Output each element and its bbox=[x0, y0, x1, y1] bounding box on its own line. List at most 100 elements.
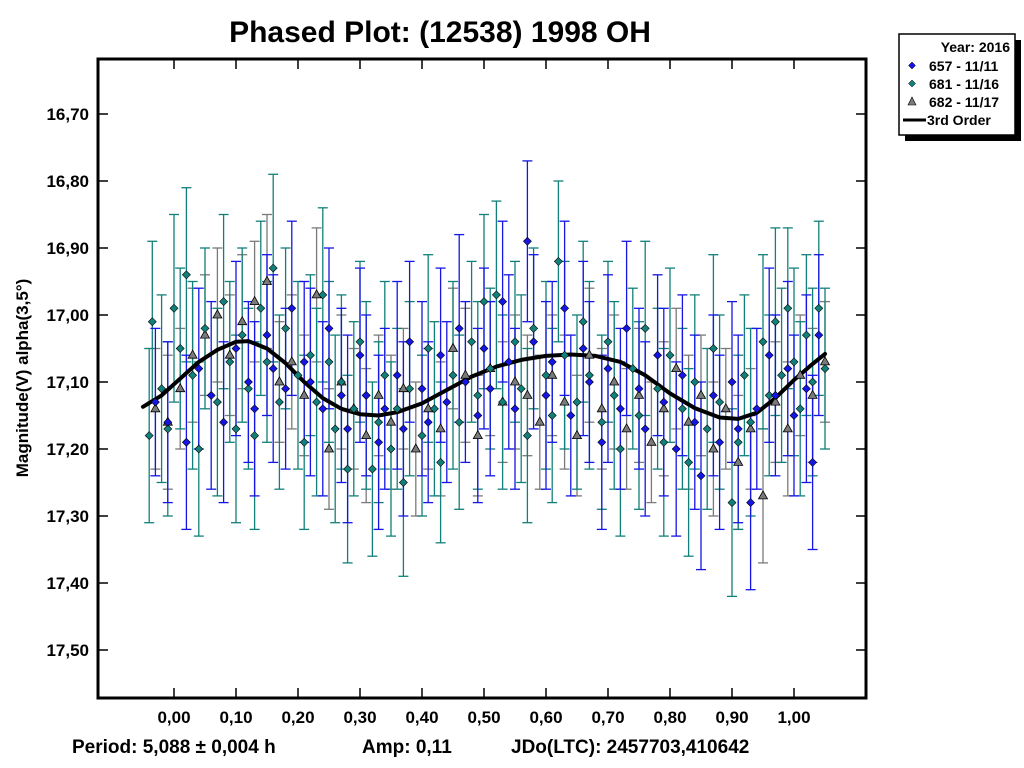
data-point-diamond bbox=[343, 464, 353, 474]
data-point-diamond bbox=[615, 404, 625, 414]
data-point-diamond bbox=[597, 417, 607, 427]
x-tick-label: 0,00 bbox=[157, 708, 190, 727]
x-tick-label: 1,00 bbox=[777, 708, 810, 727]
data-point-diamond bbox=[169, 303, 179, 313]
data-point-diamond bbox=[479, 344, 489, 353]
data-point-triangle bbox=[423, 402, 434, 413]
data-point-diamond bbox=[268, 263, 278, 273]
data-point-triangle bbox=[584, 349, 595, 359]
data-point-diamond bbox=[789, 357, 799, 367]
data-point-diamond bbox=[529, 337, 539, 347]
data-point-diamond bbox=[243, 377, 253, 387]
legend-entries: 657 - 11/11 681 - 11/16 682 - 11/17 3rd Ord… bbox=[903, 58, 999, 128]
data-point-diamond bbox=[293, 370, 303, 380]
data-point-triangle bbox=[708, 443, 719, 453]
legend-marker-diamond bbox=[908, 79, 916, 88]
data-point-triangle bbox=[373, 389, 384, 399]
data-point-diamond bbox=[783, 303, 793, 313]
data-point-diamond bbox=[144, 431, 154, 441]
data-point-diamond bbox=[219, 297, 229, 307]
data-point-diamond bbox=[752, 404, 762, 414]
fit-curve-layer bbox=[141, 339, 827, 421]
x-tick-label: 0,50 bbox=[467, 708, 500, 727]
data-point-diamond bbox=[405, 337, 415, 347]
data-point-triangle bbox=[361, 429, 372, 440]
y-tick-label: 16,90 bbox=[46, 239, 89, 258]
data-point-triangle bbox=[770, 396, 781, 406]
data-point-diamond bbox=[423, 417, 433, 427]
data-point-triangle bbox=[547, 369, 558, 379]
y-tick-label: 17,00 bbox=[46, 306, 89, 325]
y-tick-label: 16,80 bbox=[46, 172, 89, 191]
data-point-diamond bbox=[181, 270, 191, 280]
data-point-diamond bbox=[305, 350, 315, 360]
data-point-diamond bbox=[566, 411, 576, 420]
data-point-triangle bbox=[447, 342, 459, 352]
data-point-diamond bbox=[783, 364, 793, 374]
y-tick-label: 17,30 bbox=[46, 507, 89, 526]
data-point-diamond bbox=[677, 404, 687, 414]
legend-marker-diamond bbox=[908, 61, 916, 70]
data-point-diamond bbox=[436, 350, 446, 360]
data-point-diamond bbox=[615, 444, 625, 454]
data-point-diamond bbox=[764, 350, 774, 360]
data-point-diamond bbox=[516, 384, 526, 394]
data-point-diamond bbox=[398, 424, 408, 434]
data-markers bbox=[144, 236, 831, 508]
y-tick-label: 17,50 bbox=[46, 641, 89, 660]
amplitude-annotation: Amp: 0,11 bbox=[362, 737, 452, 758]
data-point-triangle bbox=[299, 389, 310, 399]
data-point-diamond bbox=[479, 297, 489, 307]
legend-label: 3rd Order bbox=[927, 112, 991, 128]
data-point-diamond bbox=[374, 437, 384, 447]
data-point-triangle bbox=[522, 389, 533, 399]
y-axis: 16,70 16,80 16,90 17,00 17,10 17,20 17,30 17,40… bbox=[46, 105, 866, 660]
data-point-triangle bbox=[745, 423, 756, 433]
data-point-diamond bbox=[777, 370, 787, 380]
data-point-diamond bbox=[256, 303, 266, 313]
data-point-triangle bbox=[609, 376, 620, 386]
data-point-diamond bbox=[547, 411, 557, 420]
legend-label: 657 - 11/11 bbox=[929, 58, 999, 74]
data-point-diamond bbox=[398, 478, 408, 487]
data-point-diamond bbox=[578, 317, 588, 327]
data-point-diamond bbox=[485, 364, 495, 374]
data-point-diamond bbox=[504, 357, 514, 367]
data-point-diamond bbox=[417, 384, 427, 394]
legend-label: 682 - 11/17 bbox=[929, 94, 999, 110]
data-point-diamond bbox=[343, 424, 353, 434]
data-point-diamond bbox=[572, 397, 582, 407]
data-point-diamond bbox=[758, 337, 768, 347]
data-point-diamond bbox=[374, 417, 384, 427]
data-point-triangle bbox=[757, 490, 769, 500]
data-point-diamond bbox=[684, 457, 694, 467]
y-tick-label: 17,20 bbox=[46, 440, 89, 459]
data-point-diamond bbox=[498, 397, 508, 407]
data-point-diamond bbox=[795, 404, 805, 414]
data-point-diamond bbox=[429, 404, 439, 414]
data-point-triangle bbox=[658, 402, 669, 413]
data-point-triangle bbox=[187, 349, 198, 359]
data-point-diamond bbox=[677, 370, 687, 380]
data-point-diamond bbox=[473, 411, 483, 420]
data-point-triangle bbox=[199, 329, 211, 339]
data-point-diamond bbox=[473, 390, 483, 400]
data-point-diamond bbox=[206, 390, 216, 400]
data-point-triangle bbox=[398, 382, 409, 393]
y-axis-label: Magnitude(V) alpha(3,5°) bbox=[13, 279, 32, 478]
data-point-diamond bbox=[671, 444, 681, 454]
data-point-diamond bbox=[820, 364, 830, 374]
data-point-triangle bbox=[385, 416, 397, 426]
data-point-diamond bbox=[305, 377, 315, 387]
data-point-diamond bbox=[287, 303, 297, 313]
data-point-diamond bbox=[157, 384, 167, 394]
data-point-diamond bbox=[702, 424, 712, 434]
data-point-triangle bbox=[646, 436, 657, 446]
data-point-triangle bbox=[671, 362, 682, 373]
data-point-diamond bbox=[380, 404, 390, 414]
data-point-diamond bbox=[231, 344, 241, 353]
x-tick-label: 0,80 bbox=[653, 708, 686, 727]
data-point-diamond bbox=[634, 411, 644, 420]
data-point-diamond bbox=[814, 303, 824, 313]
data-point-diamond bbox=[405, 384, 415, 394]
